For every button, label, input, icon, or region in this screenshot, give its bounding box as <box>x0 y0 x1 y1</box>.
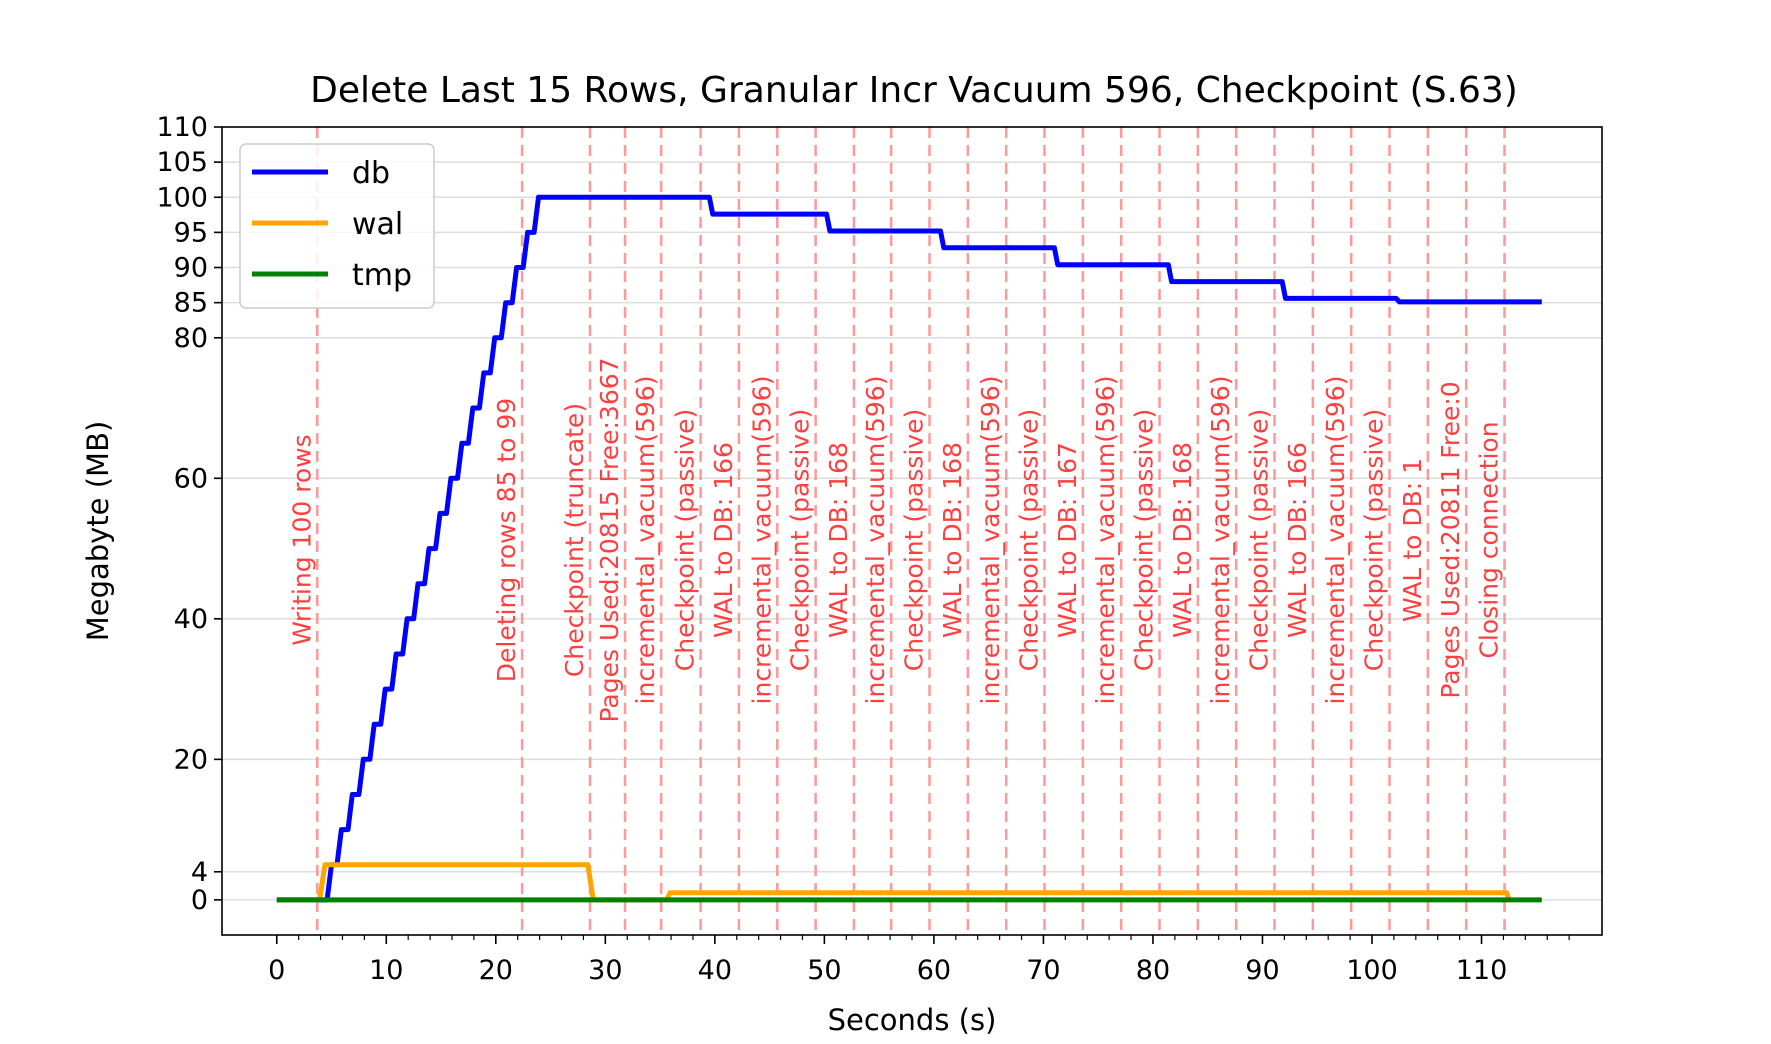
y-tick-label: 0 <box>191 885 208 916</box>
event-label: Checkpoint (passive) <box>1245 409 1274 671</box>
x-tick-label: 90 <box>1245 955 1279 986</box>
event-label: incremental_vacuum(596) <box>1321 376 1350 705</box>
y-tick-label: 20 <box>174 744 208 775</box>
x-tick-label: 100 <box>1346 955 1398 986</box>
legend-label-wal: wal <box>352 207 403 242</box>
y-tick-label: 105 <box>156 147 208 178</box>
event-label: Checkpoint (passive) <box>1360 409 1389 671</box>
event-label: Deleting rows 85 to 99 <box>492 398 521 682</box>
y-tick-label: 95 <box>174 217 208 248</box>
legend: db wal tmp <box>239 143 435 309</box>
event-label: incremental_vacuum(596) <box>861 376 890 705</box>
x-tick-label: 60 <box>917 955 951 986</box>
event-label: Pages Used:20815 Free:3667 <box>595 357 624 722</box>
y-tick-label: 80 <box>174 323 208 354</box>
y-tick-label: 100 <box>156 182 208 213</box>
event-label: Closing connection <box>1475 421 1504 658</box>
chart-title: Delete Last 15 Rows, Granular Incr Vacuu… <box>310 70 1518 111</box>
x-tick-label: 0 <box>268 955 285 986</box>
legend-label-db: db <box>352 156 390 191</box>
x-tick-label: 20 <box>479 955 513 986</box>
y-axis-title: Megabyte (MB) <box>81 421 115 642</box>
event-layer: Writing 100 rows Deleting rows 85 to 99 Ch… <box>287 127 1506 935</box>
x-axis-title: Seconds (s) <box>828 1003 997 1037</box>
y-tick-label: 110 <box>156 112 208 143</box>
y-tick-label: 90 <box>174 253 208 284</box>
x-tick-label: 110 <box>1456 955 1508 986</box>
grid-layer <box>222 126 1602 901</box>
event-label: Checkpoint (passive) <box>1130 409 1159 671</box>
event-label: WAL to DB: 1 <box>1398 458 1427 622</box>
event-label: Checkpoint (passive) <box>671 409 700 671</box>
y-tick-label: 4 <box>191 857 208 888</box>
event-label: incremental_vacuum(596) <box>1091 376 1120 705</box>
x-tick-label: 10 <box>369 955 403 986</box>
event-label: Checkpoint (passive) <box>1015 409 1044 671</box>
event-label: incremental_vacuum(596) <box>631 376 660 705</box>
event-label: WAL to DB: 168 <box>824 442 853 638</box>
event-label: incremental_vacuum(596) <box>976 376 1005 705</box>
event-label: WAL to DB: 168 <box>1168 442 1197 638</box>
event-label: WAL to DB: 167 <box>1053 442 1082 638</box>
event-label: WAL to DB: 166 <box>1283 442 1312 638</box>
x-tick-label: 30 <box>588 955 622 986</box>
x-axis: 0 10 20 30 40 50 60 70 80 90 100 110 <box>268 935 1570 986</box>
event-label: WAL to DB: 166 <box>709 442 738 638</box>
x-tick-label: 50 <box>807 955 841 986</box>
event-label: Checkpoint (passive) <box>900 409 929 671</box>
event-label: incremental_vacuum(596) <box>747 376 776 705</box>
legend-box <box>239 143 435 309</box>
y-tick-label: 85 <box>174 288 208 319</box>
y-tick-label: 60 <box>174 463 208 494</box>
x-tick-label: 70 <box>1026 955 1060 986</box>
y-axis: 04 20 40 60 80 85 90 95 100 105 110 <box>156 112 222 916</box>
x-tick-label: 80 <box>1136 955 1170 986</box>
event-label: Writing 100 rows <box>287 434 316 645</box>
series-db-line <box>276 194 1542 903</box>
event-label: Checkpoint (passive) <box>786 409 815 671</box>
event-label: Pages Used:20811 Free:0 <box>1436 381 1465 698</box>
event-label: WAL to DB: 168 <box>938 442 967 638</box>
event-label: incremental_vacuum(596) <box>1206 376 1235 705</box>
series-layer <box>276 194 1542 903</box>
y-tick-label: 40 <box>174 604 208 635</box>
legend-label-tmp: tmp <box>352 258 412 293</box>
event-label: Checkpoint (truncate) <box>560 403 589 677</box>
x-tick-label: 40 <box>698 955 732 986</box>
